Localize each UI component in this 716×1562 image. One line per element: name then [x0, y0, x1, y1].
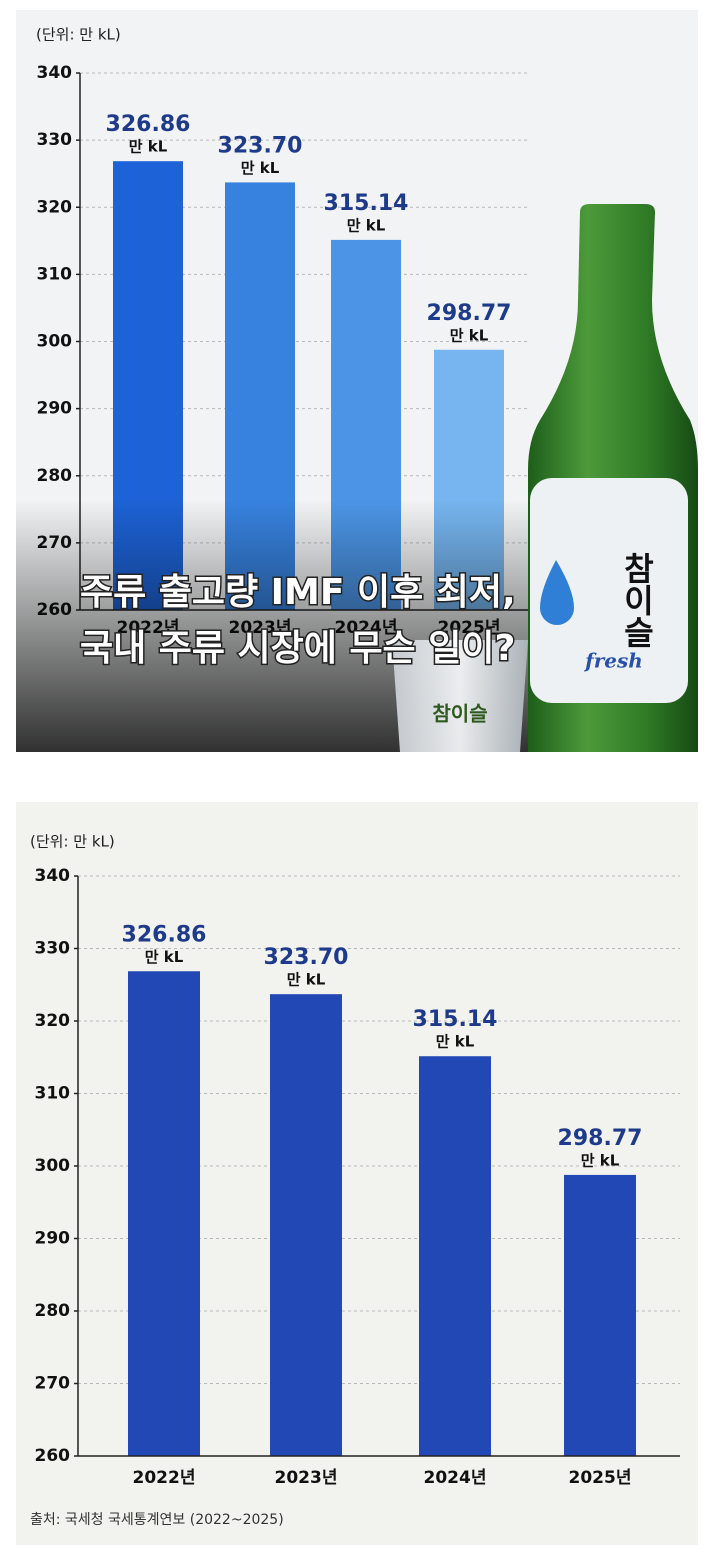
headline: 주류 출고량 IMF 이후 최저, — [80, 572, 516, 613]
x-tick-label: 2024년 — [424, 1468, 487, 1488]
y-tick-label: 320 — [35, 1011, 71, 1031]
value-label: 323.70 — [264, 945, 349, 970]
y-tick-label: 300 — [37, 332, 73, 352]
unit-note: (단위: 만 kL) — [30, 833, 115, 851]
unit-note: (단위: 만 kL) — [36, 26, 121, 44]
y-tick-label: 340 — [35, 866, 71, 886]
bar — [270, 994, 342, 1456]
value-label: 298.77 — [558, 1126, 643, 1151]
glass — [392, 640, 528, 752]
y-tick-label: 300 — [35, 1156, 71, 1176]
value-label: 315.14 — [324, 191, 409, 216]
y-tick-label: 280 — [37, 466, 73, 486]
y-tick-label: 280 — [35, 1301, 71, 1321]
bar — [419, 1056, 491, 1456]
glass-brand: 참이슬 — [432, 702, 487, 726]
x-tick-label: 2023년 — [275, 1468, 338, 1488]
y-tick-label: 330 — [35, 939, 71, 959]
value-unit: 만 kL — [450, 326, 489, 344]
y-tick-label: 330 — [37, 130, 73, 150]
value-unit: 만 kL — [436, 1033, 475, 1051]
bar — [564, 1174, 636, 1456]
x-tick-label: 2025년 — [569, 1468, 632, 1488]
y-tick-label: 310 — [37, 264, 73, 284]
y-tick-label: 310 — [35, 1084, 71, 1104]
x-tick-label: 2022년 — [133, 1468, 196, 1488]
value-label: 298.77 — [427, 301, 512, 326]
bottle-brand: 참이슬 — [618, 552, 656, 648]
value-label: 323.70 — [218, 133, 303, 158]
value-label: 326.86 — [106, 112, 191, 137]
value-unit: 만 kL — [347, 216, 386, 234]
y-tick-label: 260 — [35, 1446, 71, 1466]
value-unit: 만 kL — [129, 138, 168, 156]
y-tick-label: 270 — [35, 1374, 71, 1394]
value-unit: 만 kL — [287, 971, 326, 989]
value-unit: 만 kL — [145, 948, 184, 966]
bottle-label — [530, 478, 688, 703]
value-label: 326.86 — [122, 922, 207, 947]
source: 출처: 국세청 국세통계연보 (2022~2025) — [30, 1512, 284, 1528]
bottle-tagline: fresh — [583, 649, 643, 673]
bar — [128, 971, 200, 1456]
y-tick-label: 290 — [35, 1229, 71, 1249]
water-drop — [540, 560, 574, 625]
value-unit: 만 kL — [241, 159, 280, 177]
y-tick-label: 320 — [37, 197, 73, 217]
y-tick-label: 340 — [37, 63, 73, 83]
y-tick-label: 290 — [37, 399, 73, 419]
headline: 국내 주류 시장에 무슨 일이? — [80, 628, 515, 669]
value-label: 315.14 — [413, 1007, 498, 1032]
value-unit: 만 kL — [581, 1151, 620, 1169]
